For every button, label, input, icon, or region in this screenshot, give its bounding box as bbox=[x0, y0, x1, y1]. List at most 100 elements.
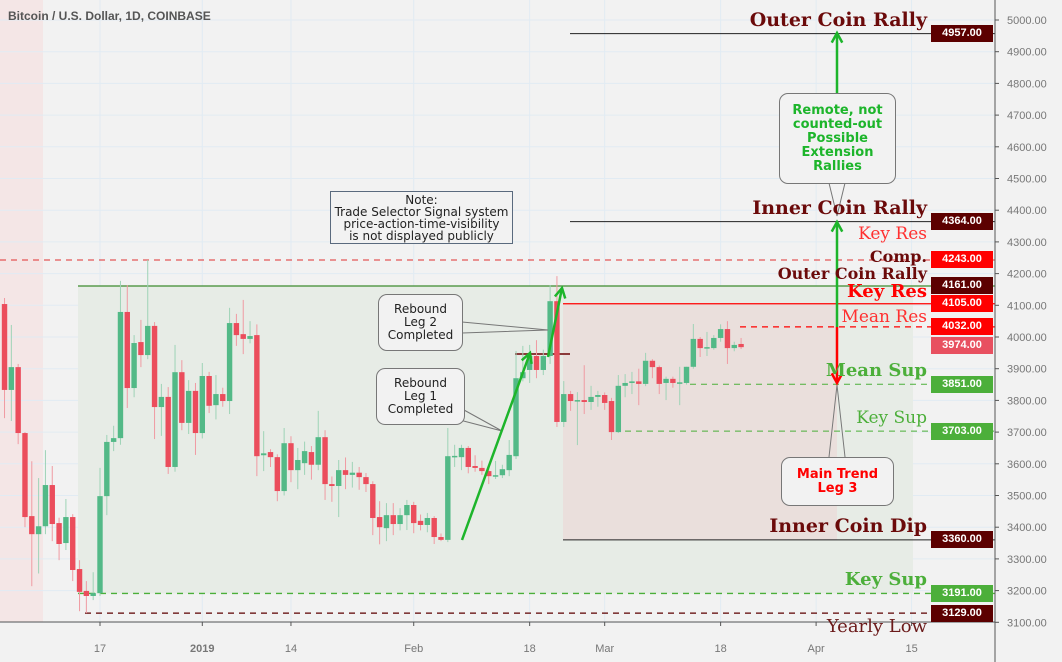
candle-down bbox=[70, 517, 76, 570]
candle-up bbox=[574, 400, 581, 402]
candle-up bbox=[540, 356, 546, 370]
price-tag: 3191.00 bbox=[931, 584, 993, 602]
rebound-leg1-arrow bbox=[460, 352, 532, 541]
level-label: Mean Sup bbox=[825, 360, 927, 382]
time-tick-label: 2019 bbox=[190, 643, 214, 655]
price-tag: 3851.00 bbox=[931, 375, 993, 393]
candle-down bbox=[738, 343, 744, 348]
candle-down bbox=[22, 433, 28, 518]
candle-up bbox=[731, 344, 737, 349]
candle-down bbox=[1, 304, 8, 390]
candle-down bbox=[151, 325, 158, 408]
candle-down bbox=[240, 334, 246, 339]
candle-down bbox=[479, 467, 485, 472]
candle-up bbox=[683, 366, 690, 383]
rebound-leg2-arrow-head bbox=[553, 285, 567, 299]
candle-up bbox=[185, 390, 192, 423]
candle-up bbox=[247, 336, 253, 339]
candle-up bbox=[595, 395, 601, 397]
candle-up bbox=[281, 443, 287, 492]
level-label: Key Res bbox=[847, 280, 927, 302]
candle-down bbox=[411, 505, 417, 524]
callout-text: Completed bbox=[387, 328, 454, 342]
price-tag: 3360.00 bbox=[931, 531, 993, 549]
level-label: Comp. bbox=[869, 246, 927, 266]
candle-up bbox=[35, 526, 42, 535]
callout-rebound-leg2: Rebound Leg 2 Completed bbox=[378, 294, 463, 351]
candle-up bbox=[704, 347, 710, 349]
candle-down bbox=[370, 484, 376, 519]
price-tag: 4243.00 bbox=[931, 251, 993, 269]
candle-up bbox=[445, 456, 451, 540]
candle-down bbox=[179, 372, 185, 423]
candle-down bbox=[49, 485, 55, 525]
callout-text: Main Trend bbox=[796, 466, 879, 482]
level-label: Yearly Low bbox=[826, 616, 927, 638]
price-tick-label: 4600.00 bbox=[1007, 142, 1047, 154]
price-tick-label: 3400.00 bbox=[1007, 522, 1047, 534]
price-tick-label: 4800.00 bbox=[1007, 78, 1047, 90]
candle-up bbox=[383, 515, 390, 529]
price-tag: 4105.00 bbox=[931, 295, 993, 313]
callout-text: Remote, not bbox=[792, 102, 883, 118]
price-tick-label: 4300.00 bbox=[1007, 237, 1047, 249]
candle-down bbox=[15, 367, 21, 434]
price-tag: 3129.00 bbox=[931, 604, 993, 622]
price-tick-label: 3200.00 bbox=[1007, 586, 1047, 598]
callout-text: Rebound bbox=[394, 302, 447, 316]
candle-up bbox=[8, 367, 15, 390]
candle-down bbox=[554, 301, 560, 422]
time-tick-label: Mar bbox=[595, 643, 614, 655]
candle-down bbox=[581, 400, 587, 402]
callout-main-trend: Main Trend Leg 3 bbox=[781, 457, 894, 506]
candle-down bbox=[533, 356, 540, 370]
candle-up bbox=[397, 515, 403, 525]
candle-up bbox=[642, 360, 649, 384]
price-tick-label: 3900.00 bbox=[1007, 364, 1047, 376]
price-tick-label: 3100.00 bbox=[1007, 617, 1047, 629]
candle-down bbox=[83, 590, 90, 596]
candle-up bbox=[492, 475, 499, 477]
price-tick-label: 3500.00 bbox=[1007, 491, 1047, 503]
candle-down bbox=[329, 484, 335, 486]
candle-up bbox=[145, 325, 151, 356]
candle-up bbox=[110, 438, 117, 442]
candle-down bbox=[29, 516, 35, 535]
price-tag: 3703.00 bbox=[931, 422, 993, 440]
price-tag: 4364.00 bbox=[931, 213, 993, 231]
candle-down bbox=[649, 360, 656, 368]
callout-text: Leg 3 bbox=[817, 480, 858, 496]
callout-text: Completed bbox=[387, 402, 454, 416]
callout-text: Rallies bbox=[813, 158, 862, 174]
candle-down bbox=[192, 390, 199, 434]
candle-up bbox=[199, 375, 205, 434]
time-tick-label: 14 bbox=[285, 643, 297, 655]
candle-down bbox=[274, 457, 281, 492]
candle-down bbox=[233, 323, 240, 336]
candle-down bbox=[206, 375, 212, 406]
main-trend-arrow-head bbox=[830, 372, 844, 386]
candle-down bbox=[288, 443, 294, 471]
note-line: is not displayed publicly bbox=[349, 229, 494, 243]
candle-down bbox=[465, 447, 471, 467]
candle-down bbox=[56, 523, 62, 545]
level-label: Inner Coin Rally bbox=[752, 196, 927, 219]
candle-down bbox=[76, 569, 83, 592]
candle-up bbox=[513, 378, 519, 457]
callout-text: Rebound bbox=[394, 376, 447, 390]
candle-down bbox=[431, 518, 437, 538]
candle-up bbox=[663, 378, 669, 383]
level-label: Inner Coin Dip bbox=[769, 514, 927, 537]
time-tick-label: Feb bbox=[404, 643, 423, 655]
price-tag: 4957.00 bbox=[931, 25, 993, 43]
candle-down bbox=[308, 452, 315, 465]
candle-down bbox=[165, 396, 171, 467]
candle-up bbox=[506, 454, 512, 471]
callout-text: Extension bbox=[801, 144, 874, 160]
candle-down bbox=[724, 329, 731, 349]
level-label: Mean Res bbox=[841, 306, 927, 327]
candle-up bbox=[104, 441, 110, 497]
callout-extension-rallies: Remote, not counted-out Possible Extensi… bbox=[779, 93, 896, 184]
